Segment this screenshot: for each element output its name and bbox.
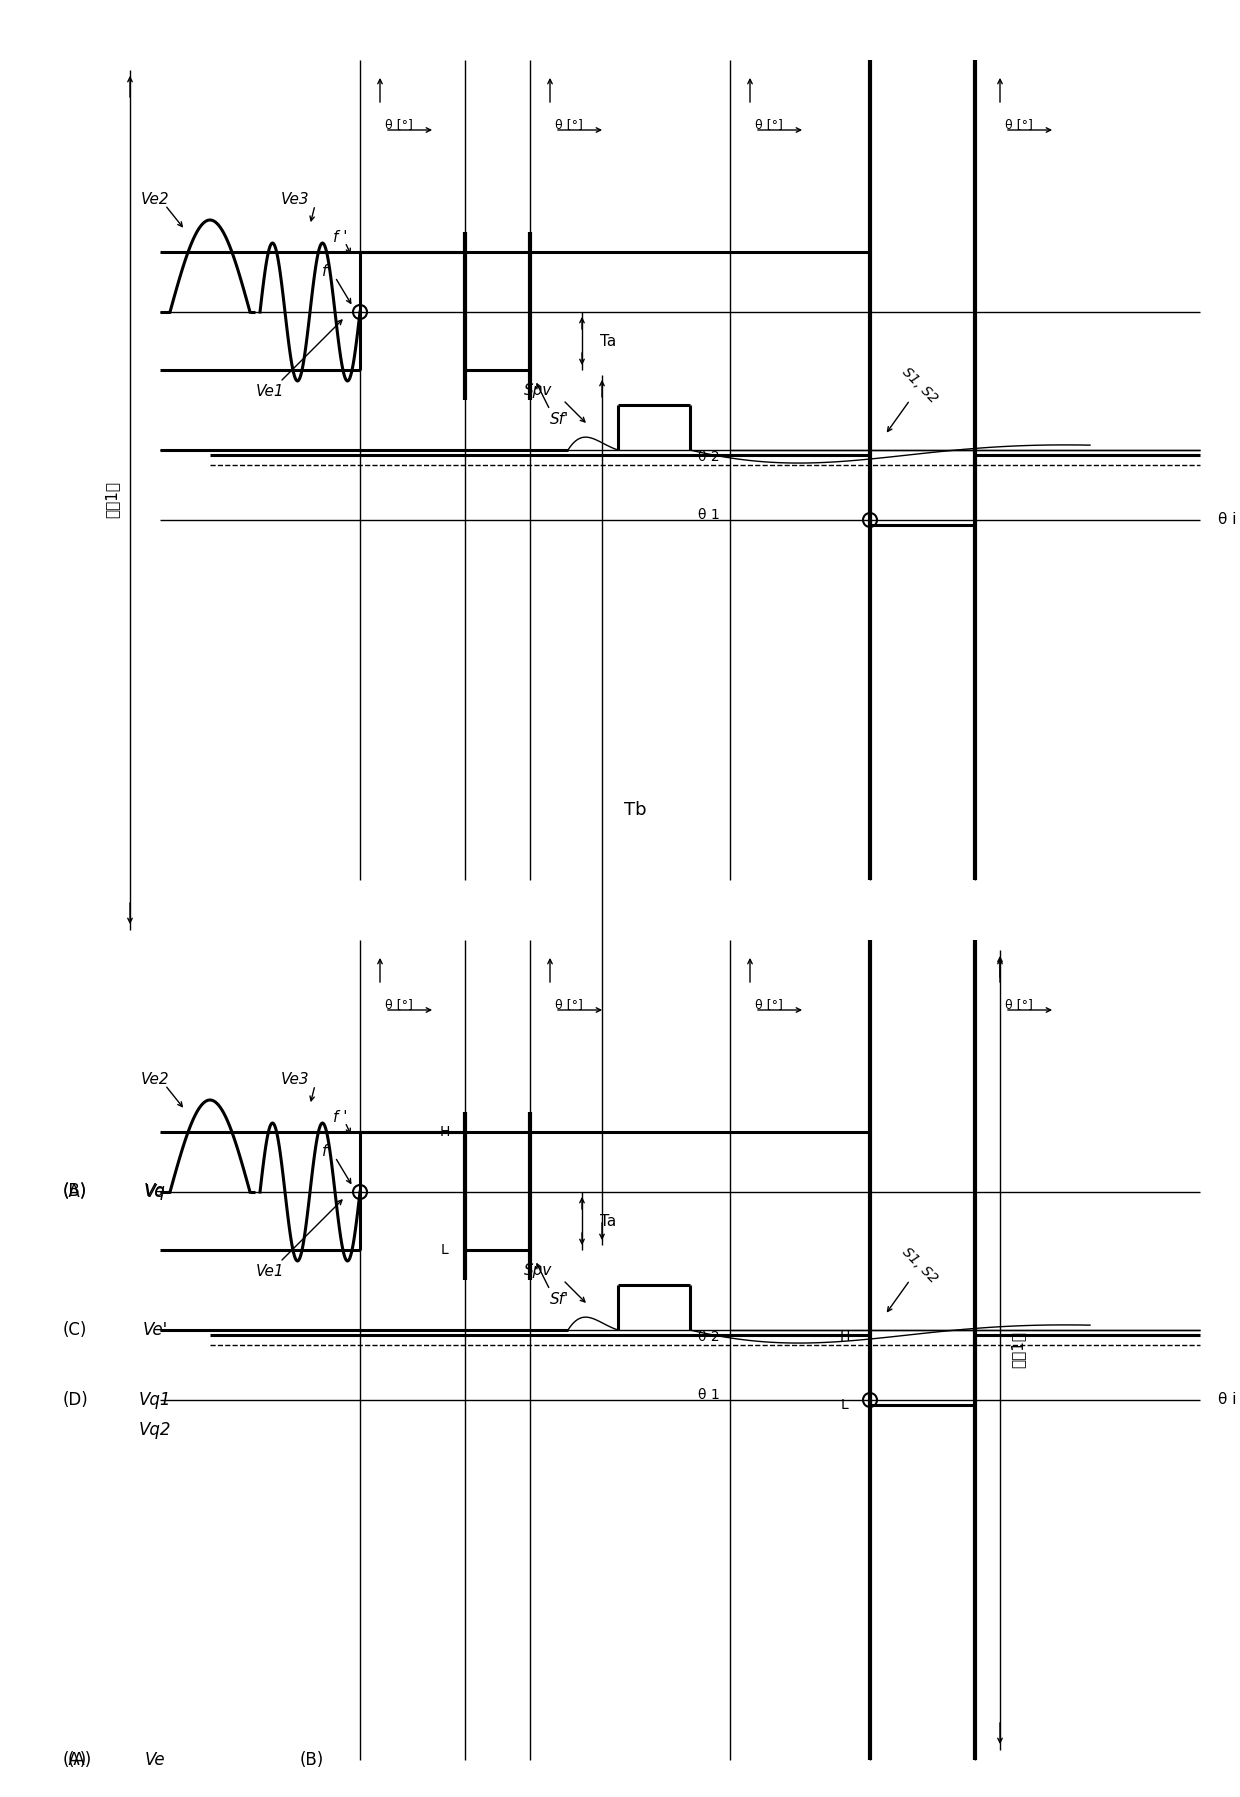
Text: θ [°]: θ [°]: [755, 119, 782, 131]
Text: Vq1: Vq1: [139, 1391, 171, 1409]
Text: (C): (C): [63, 1321, 87, 1339]
Text: Ta: Ta: [600, 1213, 616, 1229]
Text: θ 1: θ 1: [698, 1387, 720, 1402]
Text: Sf': Sf': [551, 413, 569, 428]
Text: f: f: [322, 1145, 327, 1159]
Text: Ve2: Ve2: [140, 192, 170, 207]
Text: Spv: Spv: [523, 383, 552, 397]
Text: Ve1: Ve1: [255, 1265, 284, 1279]
Text: Ve: Ve: [145, 1750, 165, 1768]
Text: (B): (B): [63, 1182, 87, 1200]
Text: S1, S2: S1, S2: [899, 1245, 940, 1285]
Text: 旋转1周: 旋转1周: [104, 482, 119, 519]
Text: Ve3: Ve3: [280, 1073, 309, 1087]
Text: (A): (A): [63, 1182, 87, 1200]
Text: f ': f ': [332, 230, 347, 244]
Text: Ve': Ve': [143, 1321, 167, 1339]
Text: θ i: θ i: [1218, 512, 1236, 528]
Text: L: L: [841, 1398, 849, 1412]
Text: Ve2: Ve2: [140, 1073, 170, 1087]
Text: Ve1: Ve1: [255, 385, 284, 399]
Text: Vq2: Vq2: [139, 1421, 171, 1439]
Text: H: H: [440, 1125, 450, 1139]
Text: S1, S2: S1, S2: [899, 365, 940, 406]
Text: Ve: Ve: [145, 1182, 165, 1200]
Text: (A): (A): [63, 1750, 87, 1768]
Text: θ [°]: θ [°]: [556, 119, 583, 131]
Text: θ [°]: θ [°]: [1004, 119, 1033, 131]
Text: (D): (D): [62, 1391, 88, 1409]
Text: Ve3: Ve3: [280, 192, 309, 207]
Text: Ta: Ta: [600, 334, 616, 349]
Text: θ 1: θ 1: [698, 509, 720, 521]
Text: L: L: [441, 1244, 449, 1256]
Text: θ 2: θ 2: [698, 449, 720, 464]
Text: (A): (A): [68, 1750, 92, 1768]
Text: θ [°]: θ [°]: [755, 999, 782, 1012]
Text: θ [°]: θ [°]: [384, 119, 413, 131]
Text: f: f: [322, 264, 327, 280]
Text: Tb: Tb: [624, 801, 646, 819]
Text: θ [°]: θ [°]: [1004, 999, 1033, 1012]
Text: Sf': Sf': [551, 1292, 569, 1308]
Text: Spv: Spv: [523, 1263, 552, 1278]
Text: (B): (B): [300, 1750, 324, 1768]
Text: θ [°]: θ [°]: [384, 999, 413, 1012]
Text: f ': f ': [332, 1109, 347, 1125]
Text: H: H: [839, 1330, 851, 1344]
Text: θ [°]: θ [°]: [556, 999, 583, 1012]
Text: 旋转1周: 旋转1周: [1011, 1332, 1025, 1369]
Text: θ i: θ i: [1218, 1393, 1236, 1407]
Text: θ 2: θ 2: [698, 1330, 720, 1344]
Text: Vq: Vq: [144, 1182, 166, 1200]
